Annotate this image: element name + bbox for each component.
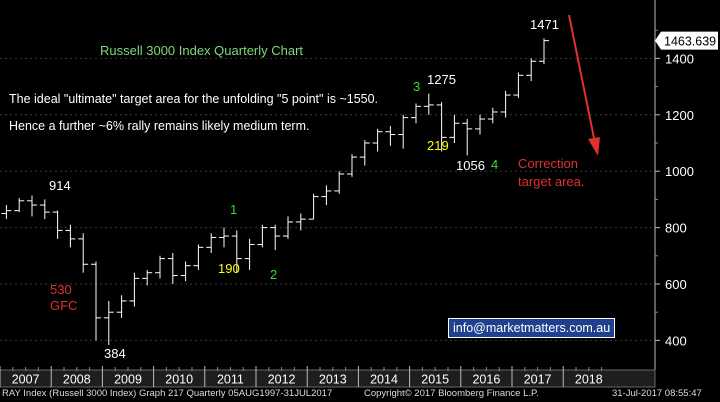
x-tick-label: 2011 xyxy=(217,373,244,387)
ohlc-bar xyxy=(411,103,421,124)
ohlc-bar xyxy=(91,261,101,341)
correction-arrow xyxy=(568,14,600,156)
y-tick-label: 600 xyxy=(665,277,687,292)
y-tick-label: 1200 xyxy=(665,108,694,123)
ohlc-bar xyxy=(231,230,242,273)
annotation-label: 530 xyxy=(50,282,72,297)
ohlc-bar xyxy=(308,193,319,220)
ohlc-bar xyxy=(334,171,345,194)
contact-email-box: info@marketmatters.com.au xyxy=(448,318,616,338)
x-tick-label: 2010 xyxy=(165,373,193,387)
annotation-label: 1056 xyxy=(456,158,485,173)
ohlc-bar xyxy=(526,58,537,81)
x-axis-band xyxy=(0,369,656,388)
footer-source: RAY Index (Russell 3000 Index) Graph 217… xyxy=(2,388,333,399)
annotation-label: 914 xyxy=(49,178,71,193)
ohlc-bar xyxy=(283,216,293,239)
ohlc-bar xyxy=(372,128,383,152)
ohlc-bar xyxy=(539,38,549,65)
ohlc-bar xyxy=(193,244,204,270)
ohlc-bar xyxy=(52,210,63,239)
chart-title: Russell 3000 Index Quarterly Chart xyxy=(100,43,304,58)
ohlc-bar xyxy=(295,213,306,231)
annotation-label: 219 xyxy=(427,138,449,153)
ohlc-bar xyxy=(449,114,460,143)
ohlc-bar xyxy=(513,72,524,98)
ohlc-bar xyxy=(206,233,217,253)
ohlc-bar xyxy=(155,255,165,279)
ohlc-bar xyxy=(487,107,498,124)
ohlc-bar xyxy=(436,102,447,152)
annotation-label: Correction xyxy=(518,156,578,171)
ohlc-bar xyxy=(321,185,332,206)
x-axis: 2007 2008 2009 2010 2011 2012 2013 2014 2015 2016… xyxy=(0,366,656,388)
ohlc-bar xyxy=(1,205,12,220)
ohlc-bar xyxy=(14,197,25,213)
ohlc-bar xyxy=(270,224,281,251)
arrow-head xyxy=(588,137,600,156)
grid-lines xyxy=(0,57,655,341)
x-tick-label: 2015 xyxy=(421,373,449,387)
rally-comment: Hence a further ~6% rally remains likely… xyxy=(9,119,310,133)
x-tick-label: 2014 xyxy=(370,373,398,387)
ohlc-bar xyxy=(27,195,37,217)
ohlc-bar xyxy=(142,269,153,286)
ohlc-bar xyxy=(244,238,255,270)
ohlc-bar xyxy=(116,295,127,318)
x-tick-label: 2012 xyxy=(268,373,296,387)
annotation-label: target area. xyxy=(518,174,585,189)
ohlc-bar xyxy=(39,199,50,220)
ohlc-bar xyxy=(423,93,434,115)
ohlc-bar xyxy=(180,261,191,282)
ohlc-bars xyxy=(1,38,549,345)
y-tick-label: 800 xyxy=(665,221,687,236)
y-tick-label: 1000 xyxy=(665,164,694,179)
ohlc-bar xyxy=(257,224,268,248)
ohlc-bar xyxy=(103,300,114,345)
y-axis: 400 600 800 1000 1200 1400 1463.639 xyxy=(654,0,718,370)
x-tick-label: 2016 xyxy=(472,373,500,387)
ohlc-bar xyxy=(462,119,473,156)
ohlc-bar xyxy=(347,154,357,177)
annotation-label: 1 xyxy=(230,202,237,217)
x-tick-label: 2009 xyxy=(114,373,142,387)
ohlc-bar xyxy=(475,114,485,135)
footer-timestamp: 31-Jul-2017 08:55:47 xyxy=(612,388,702,399)
ohlc-bar xyxy=(359,140,370,166)
ohlc-bar xyxy=(500,90,511,118)
footer-copyright: Copyright© 2017 Bloomberg Finance L.P. xyxy=(364,388,539,399)
arrow-shaft xyxy=(568,14,596,144)
annotation-label: 190 xyxy=(218,261,240,276)
ohlc-bar xyxy=(129,272,140,307)
ohlc-bar xyxy=(65,224,76,248)
ohlc-bar xyxy=(398,114,409,149)
x-tick-label: 2013 xyxy=(319,373,347,387)
annotation-label: 384 xyxy=(104,346,126,361)
ohlc-bar xyxy=(167,252,178,284)
ohlc-bar xyxy=(78,233,89,273)
annotation-label: GFC xyxy=(50,298,77,313)
x-tick-label: 2007 xyxy=(12,373,40,387)
annotation-label: 1471 xyxy=(530,17,559,32)
x-tick-label: 2018 xyxy=(575,373,603,387)
ohlc-bar xyxy=(219,227,229,248)
last-price-box xyxy=(655,31,718,50)
last-price-label: 1463.639 xyxy=(664,35,716,49)
x-tick-label: 2008 xyxy=(63,373,91,387)
y-tick-label: 1400 xyxy=(665,51,694,66)
annotation-label: 2 xyxy=(270,267,277,282)
y-tick-label: 400 xyxy=(665,333,687,348)
annotation-label: 4 xyxy=(491,157,498,172)
annotation-label: 1275 xyxy=(427,72,456,87)
target-comment: The ideal "ultimate" target area for the… xyxy=(9,92,379,106)
ohlc-bar xyxy=(385,126,396,146)
x-tick-label: 2017 xyxy=(524,373,552,387)
annotation-label: 3 xyxy=(413,79,420,94)
